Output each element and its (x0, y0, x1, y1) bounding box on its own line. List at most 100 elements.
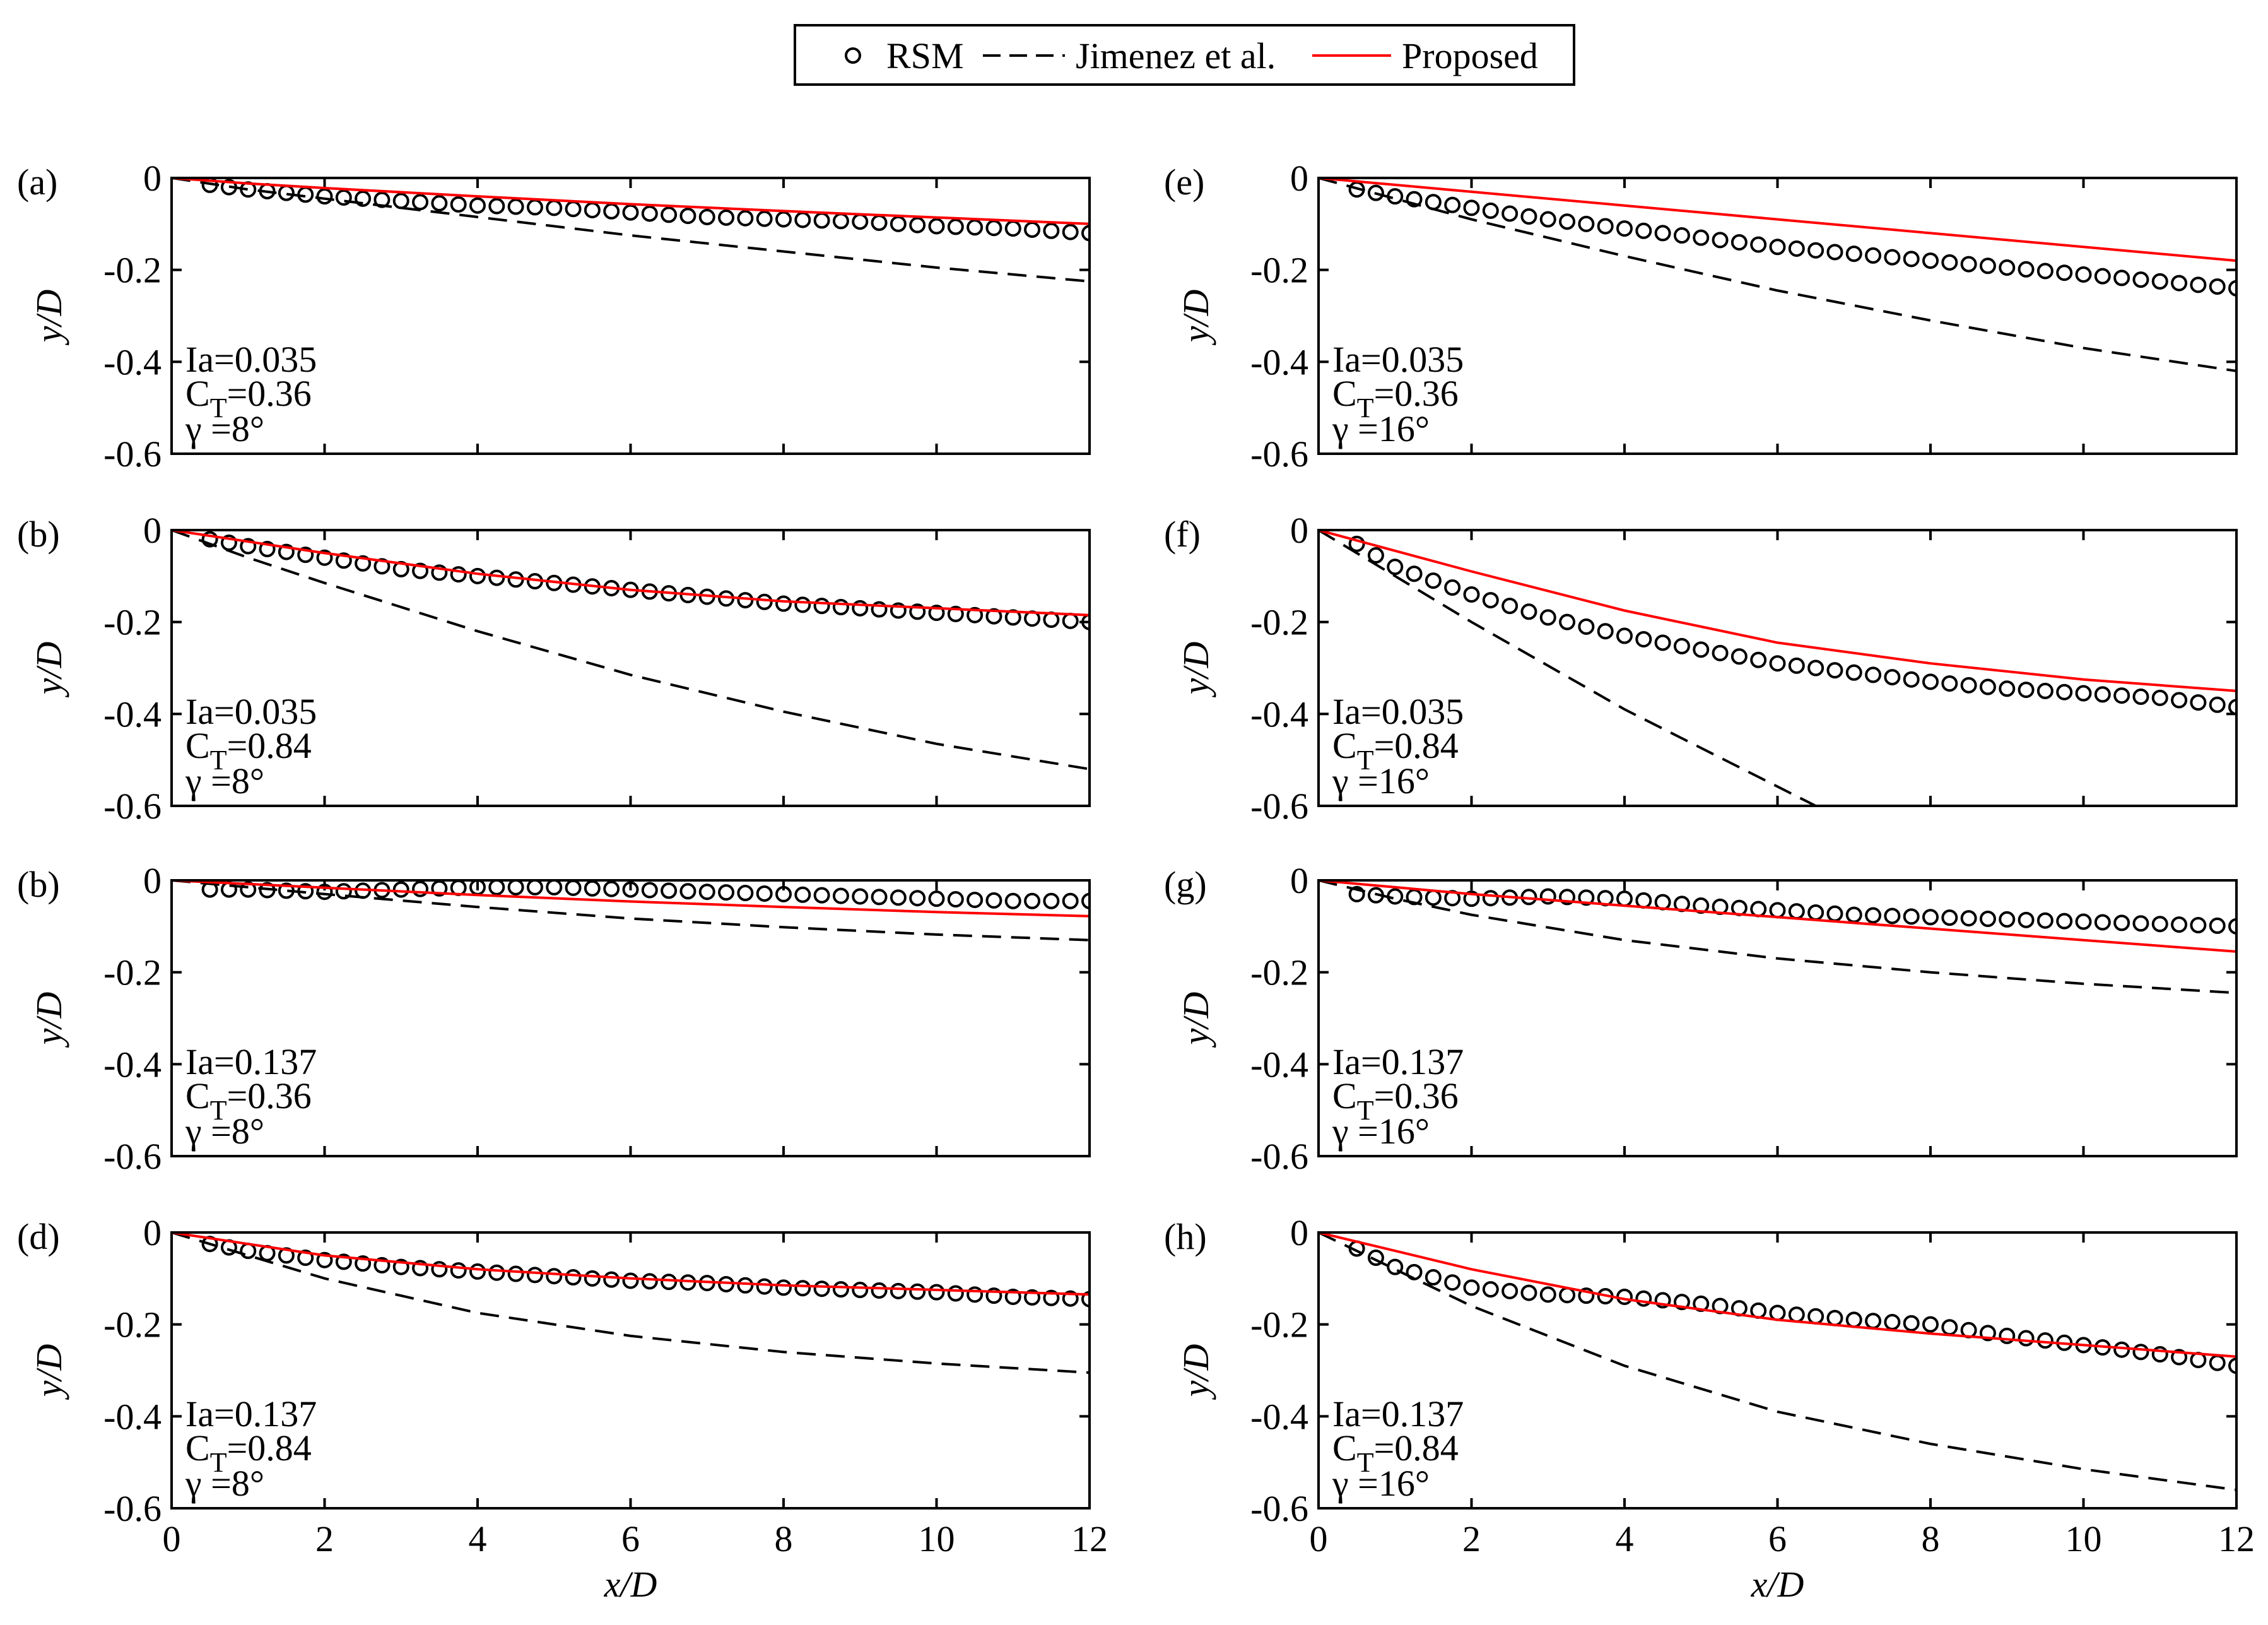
rsm-marker (2036, 912, 2054, 929)
rsm-marker (2036, 682, 2054, 699)
rsm-marker (1501, 1282, 1519, 1299)
rsm-marker (641, 205, 658, 222)
y-tick-label: 0 (143, 1212, 162, 1253)
rsm-marker (526, 880, 543, 895)
rsm-marker (2171, 916, 2188, 933)
rsm-marker (1979, 678, 1996, 695)
annotation-gamma: γ =16° (1332, 1111, 1430, 1152)
rsm-marker (1730, 648, 1748, 665)
rsm-marker (1043, 222, 1060, 239)
rsm-marker (1826, 905, 1843, 922)
chart-panel-4: 0 2 4 6 8 10 12 0 -0.2 -0.4 -0.6 y/D x/D (d) Ia=0.137C… (17, 1212, 1108, 1605)
x-tick-label: 6 (621, 1518, 640, 1559)
rsm-marker (1406, 565, 1423, 582)
rsm-marker (1826, 1309, 1843, 1327)
annotation-gamma: γ =16° (1332, 760, 1430, 801)
x-tick-label: 4 (1616, 1518, 1634, 1559)
x-tick-label: 10 (919, 1518, 955, 1559)
rsm-marker (1941, 1319, 1958, 1336)
y-tick-label: 0 (1290, 510, 1308, 551)
plot-area (172, 1232, 1090, 1374)
panel-label: (d) (17, 1216, 60, 1257)
rsm-marker (1903, 671, 1920, 688)
annotation-gamma: γ =16° (1332, 1463, 1430, 1504)
annotation-ia: Ia=0.035 (1332, 691, 1464, 732)
rsm-marker (756, 885, 773, 902)
rsm-marker (756, 593, 773, 610)
rsm-marker (909, 603, 926, 620)
rsm-marker (1559, 213, 1576, 230)
rsm-marker (813, 887, 830, 904)
rsm-marker (1865, 1313, 1882, 1330)
rsm-marker (1750, 901, 1767, 918)
rsm-marker (355, 555, 372, 572)
rsm-marker (355, 190, 372, 207)
rsm-marker (584, 1270, 601, 1287)
rsm-marker (469, 197, 486, 214)
rsm-marker (1673, 1294, 1690, 1311)
rsm-marker (297, 547, 314, 564)
rsm-marker (1845, 906, 1862, 923)
chart-panel-8: 0 2 4 6 8 10 12 0 -0.2 -0.4 -0.6 y/D x/D (h) Ia=0.137C… (1164, 1212, 2255, 1605)
annotation-ct: CT=0.84 (1332, 725, 1459, 776)
rsm-marker (967, 219, 984, 236)
rsm-marker (431, 195, 448, 212)
rsm-marker (1903, 1315, 1920, 1332)
rsm-marker (1062, 223, 1079, 240)
rsm-marker (890, 889, 907, 906)
y-tick-label: -0.6 (103, 434, 162, 475)
x-axis-label: x/D (1751, 1564, 1804, 1605)
rsm-marker (1425, 889, 1442, 906)
rsm-marker (603, 1271, 620, 1288)
y-tick-label: -0.6 (1250, 786, 1308, 827)
rsm-marker (1750, 651, 1767, 668)
rsm-marker (698, 883, 715, 901)
rsm-marker (1406, 191, 1423, 208)
x-tick-label: 2 (315, 1518, 334, 1559)
rsm-marker (967, 606, 984, 623)
rsm-marker (1616, 220, 1633, 237)
rsm-marker (1004, 1288, 1021, 1305)
rsm-marker (2036, 1332, 2054, 1349)
y-tick-label: 0 (1290, 1212, 1308, 1253)
rsm-marker (2113, 914, 2130, 931)
rsm-marker (1865, 907, 1882, 924)
rsm-marker (871, 601, 888, 618)
rsm-marker (565, 880, 582, 896)
rsm-marker (2018, 911, 2035, 928)
rsm-marker (546, 880, 563, 895)
rsm-marker (1081, 1291, 1090, 1308)
rsm-marker (603, 203, 620, 220)
jimenez-line (172, 530, 1090, 771)
rsm-marker (1769, 239, 1786, 256)
rsm-marker (985, 608, 1002, 625)
x-tick-label: 10 (2065, 1518, 2102, 1559)
rsm-marker (1520, 1284, 1537, 1301)
rsm-marker (1348, 535, 1365, 552)
rsm-marker (947, 1285, 964, 1302)
plot-frame (1317, 1231, 2238, 1510)
plot-frame (1317, 177, 2238, 455)
annotation-ct: CT=0.84 (185, 1427, 312, 1478)
rsm-marker (565, 1269, 582, 1286)
y-tick-label: -0.2 (103, 1304, 162, 1345)
rsm-marker (1367, 547, 1384, 564)
rsm-marker (507, 1265, 524, 1282)
x-tick-label: 0 (1310, 1518, 1328, 1559)
x-axis-label: x/D (604, 1564, 657, 1605)
y-tick-label: -0.2 (1250, 250, 1308, 291)
rsm-marker (1845, 1311, 1862, 1328)
rsm-marker (947, 891, 964, 908)
rsm-marker (1673, 227, 1690, 244)
y-tick-label: 0 (1290, 860, 1308, 901)
rsm-marker (2171, 1349, 2188, 1366)
rsm-marker (603, 880, 620, 897)
rsm-marker (488, 1264, 505, 1281)
rsm-marker (488, 198, 505, 215)
rsm-marker (1903, 251, 1920, 268)
rsm-marker (355, 1255, 372, 1272)
annotation-ia: Ia=0.137 (185, 1393, 317, 1434)
rsm-marker (1826, 244, 1843, 261)
rsm-marker (1884, 669, 1901, 686)
rsm-marker (832, 1281, 849, 1298)
